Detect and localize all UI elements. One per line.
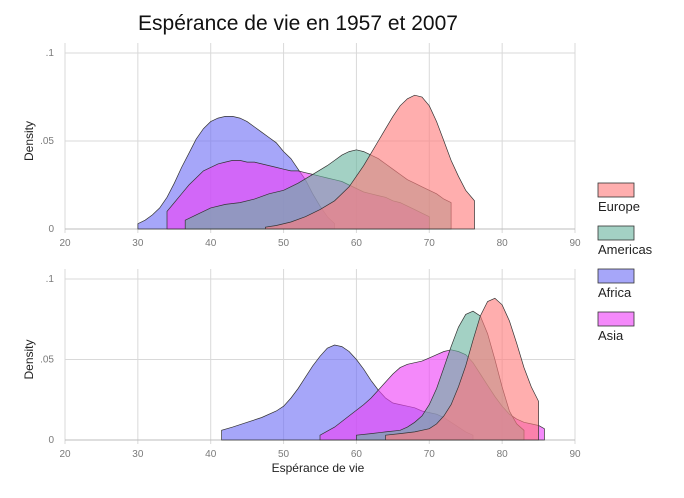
x-tick-label: 50 bbox=[278, 449, 290, 460]
panels: 20 30 40 50 60 70 80 90 0 .05 .1 Density 20 30 40 50 60 7… bbox=[22, 43, 581, 460]
x-axis-label: Espérance de vie bbox=[272, 461, 365, 475]
panel-1957: 20 30 40 50 60 70 80 90 0 .05 .1 Density bbox=[22, 43, 581, 249]
x-tick-label: 20 bbox=[59, 449, 71, 460]
panel-2007: 20 30 40 50 60 70 80 90 0 .05 .1 Density bbox=[22, 269, 581, 460]
legend-swatch-americas bbox=[597, 225, 635, 241]
x-tick-label: 50 bbox=[278, 238, 290, 249]
x-tick-label: 90 bbox=[569, 449, 581, 460]
x-tick-label: 80 bbox=[497, 449, 509, 460]
x-tick-label: 30 bbox=[132, 449, 144, 460]
density-area-europe-2007 bbox=[385, 297, 539, 441]
legend-swatch-africa bbox=[597, 268, 635, 284]
x-tick-label: 20 bbox=[59, 238, 71, 249]
y-tick-label: .05 bbox=[40, 355, 54, 366]
x-tick-label: 30 bbox=[132, 238, 144, 249]
chart-title: Espérance de vie en 1957 et 2007 bbox=[138, 12, 458, 35]
x-tick-label: 80 bbox=[497, 238, 509, 249]
legend-swatch-asia bbox=[597, 311, 635, 327]
legend: Europe Americas Africa Asia bbox=[597, 182, 653, 343]
x-tick-label: 70 bbox=[424, 449, 436, 460]
y-axis-label: Density bbox=[22, 339, 36, 379]
x-tick-label: 60 bbox=[351, 238, 363, 249]
y-tick-label: 0 bbox=[48, 435, 54, 446]
legend-label-asia: Asia bbox=[598, 328, 624, 343]
y-tick-label: .05 bbox=[40, 136, 54, 147]
x-tick-label: 40 bbox=[205, 238, 217, 249]
y-tick-label: .1 bbox=[46, 274, 55, 285]
y-tick-label: 0 bbox=[48, 224, 54, 235]
x-tick-label: 90 bbox=[569, 238, 581, 249]
x-tick-label: 40 bbox=[205, 449, 217, 460]
legend-label-americas: Americas bbox=[598, 242, 653, 257]
legend-swatch-europe bbox=[597, 182, 635, 198]
legend-label-africa: Africa bbox=[598, 285, 632, 300]
y-tick-label: .1 bbox=[46, 48, 55, 59]
x-tick-label: 70 bbox=[424, 238, 436, 249]
legend-label-europe: Europe bbox=[598, 199, 640, 214]
density-area-europe-1957 bbox=[265, 94, 475, 230]
x-tick-label: 60 bbox=[351, 449, 363, 460]
y-axis-label: Density bbox=[22, 121, 36, 161]
